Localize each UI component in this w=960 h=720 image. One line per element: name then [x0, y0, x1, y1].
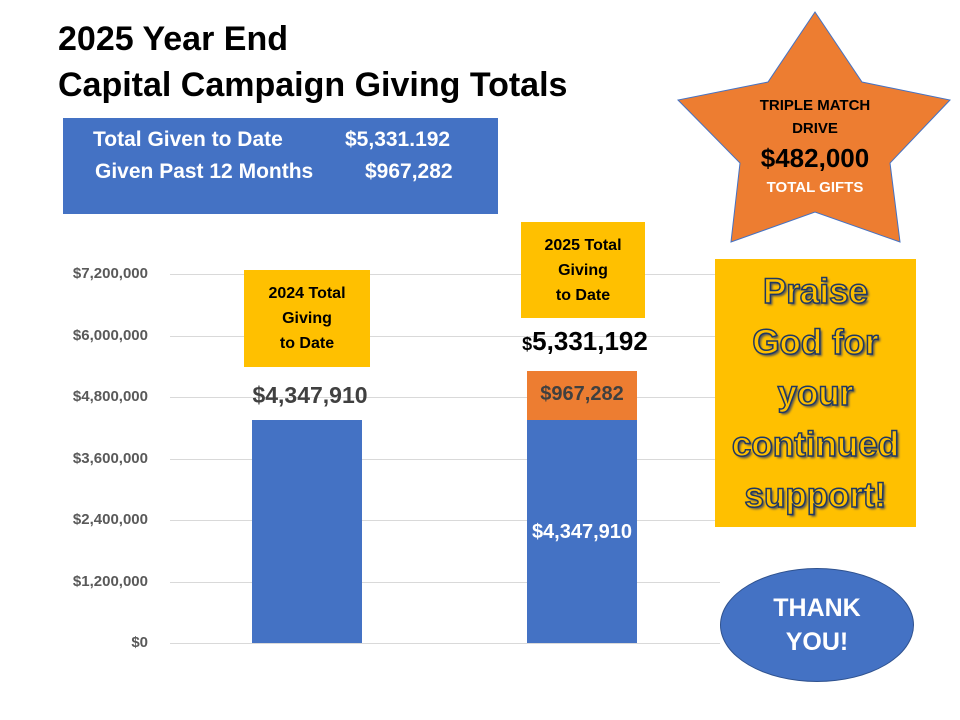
callout-2024-line1: 2024 Total — [268, 285, 346, 302]
page-title: 2025 Year End Capital Campaign Giving To… — [58, 16, 567, 108]
past-12-label: Given Past 12 Months — [95, 160, 314, 183]
star-line-3: TOTAL GIFTS — [766, 179, 864, 196]
callout-2025: 2025 Total Giving to Date — [521, 222, 645, 318]
total-2025-label: $5,331,192 — [505, 326, 665, 357]
past-12-value: $967,282 — [365, 160, 453, 183]
callout-2025-line1: 2025 Total — [544, 236, 622, 254]
y-tick-label: $4,800,000 — [72, 388, 148, 405]
star-line-2: DRIVE — [792, 120, 838, 137]
callout-2025-line3: to Date — [555, 286, 611, 304]
y-tick-label: $2,400,000 — [72, 511, 148, 528]
praise-box: Praise God for your continued support! — [715, 259, 916, 527]
total-2025-prefix: $ — [522, 334, 533, 354]
callout-2025-line2: Giving — [558, 261, 608, 279]
gridline — [170, 643, 720, 644]
bar-2025-series-1 — [527, 370, 637, 421]
gridline — [170, 458, 720, 460]
y-tick-label: $1,200,000 — [72, 572, 148, 590]
title-line-1: 2025 Year End — [58, 20, 288, 58]
gridline — [170, 274, 720, 275]
praise-line-3: your — [777, 373, 854, 414]
praise-line-1: Praise — [762, 271, 869, 312]
callout-2024-line2: Giving — [282, 310, 332, 327]
summary-box: Total Given to Date $5,331.192 Given Pas… — [63, 118, 498, 214]
y-tick-label: $0 — [131, 634, 148, 651]
y-tick-label: $6,000,000 — [72, 326, 148, 344]
praise-line-4: continued — [731, 424, 900, 465]
data-label-blue: $4,347,910 — [531, 521, 633, 543]
gridline — [170, 397, 720, 398]
thank-you-ellipse: THANK YOU! — [720, 568, 914, 682]
star-shape — [676, 11, 951, 243]
star-amount: $482,000 — [760, 143, 870, 173]
y-tick-label: $3,600,000 — [72, 449, 148, 467]
callout-2024-line3: to Date — [279, 335, 335, 352]
total-given-value: $5,331.192 — [345, 128, 451, 151]
gridline — [170, 335, 720, 337]
callout-2024: 2024 Total Giving to Date — [244, 270, 370, 367]
total-2024-label: $4,347,910 — [252, 382, 368, 408]
gridline — [170, 520, 720, 521]
bar-2024-series-0 — [252, 420, 362, 643]
total-2025-value: 5,331,192 — [532, 326, 648, 356]
gridline — [170, 581, 720, 583]
total-given-label: Total Given to Date — [93, 128, 283, 151]
title-line-2: Capital Campaign Giving Totals — [58, 66, 568, 104]
star-text: TRIPLE MATCH DRIVE $482,000 TOTAL GIFTS — [735, 94, 895, 200]
bar-2025-series-0 — [527, 420, 637, 643]
thanks-line-2: YOU! — [785, 628, 849, 656]
y-tick-label: $7,200,000 — [72, 265, 148, 282]
praise-line-2: God for — [752, 322, 880, 363]
data-label-orange: $967,282 — [540, 383, 624, 405]
praise-line-5: support! — [744, 475, 887, 516]
thanks-line-1: THANK — [773, 594, 861, 622]
star-line-1: TRIPLE MATCH — [759, 97, 871, 114]
